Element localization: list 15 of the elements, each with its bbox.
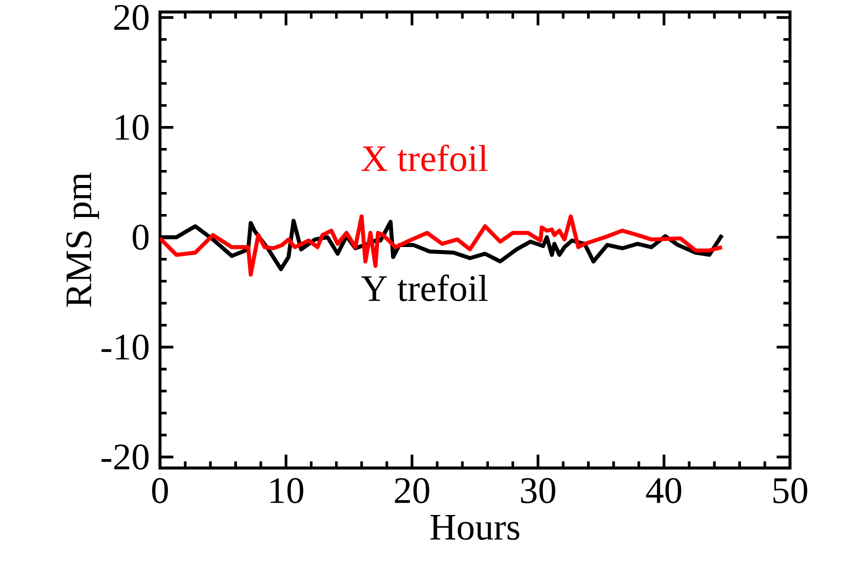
x-tick-label: 20 [394,478,430,504]
y-tick-label: 10 [116,114,149,140]
series-label: Y trefoil [361,274,488,302]
y-tick-label: -10 [102,334,149,360]
y-axis-title: RMS pm [66,172,100,307]
x-tick-label: 50 [774,478,808,504]
y-tick-label: -20 [102,444,149,470]
x-tick-label: 40 [646,478,682,504]
x-axis-title: Hours [430,515,520,540]
x-tick-label: 0 [152,478,168,504]
y-tick-label: 20 [114,4,149,30]
y-tick-label: 0 [132,224,149,250]
x-tick-label: 10 [270,478,304,504]
x-tick-label: 30 [521,478,556,504]
series-label: X trefoil [362,144,488,172]
